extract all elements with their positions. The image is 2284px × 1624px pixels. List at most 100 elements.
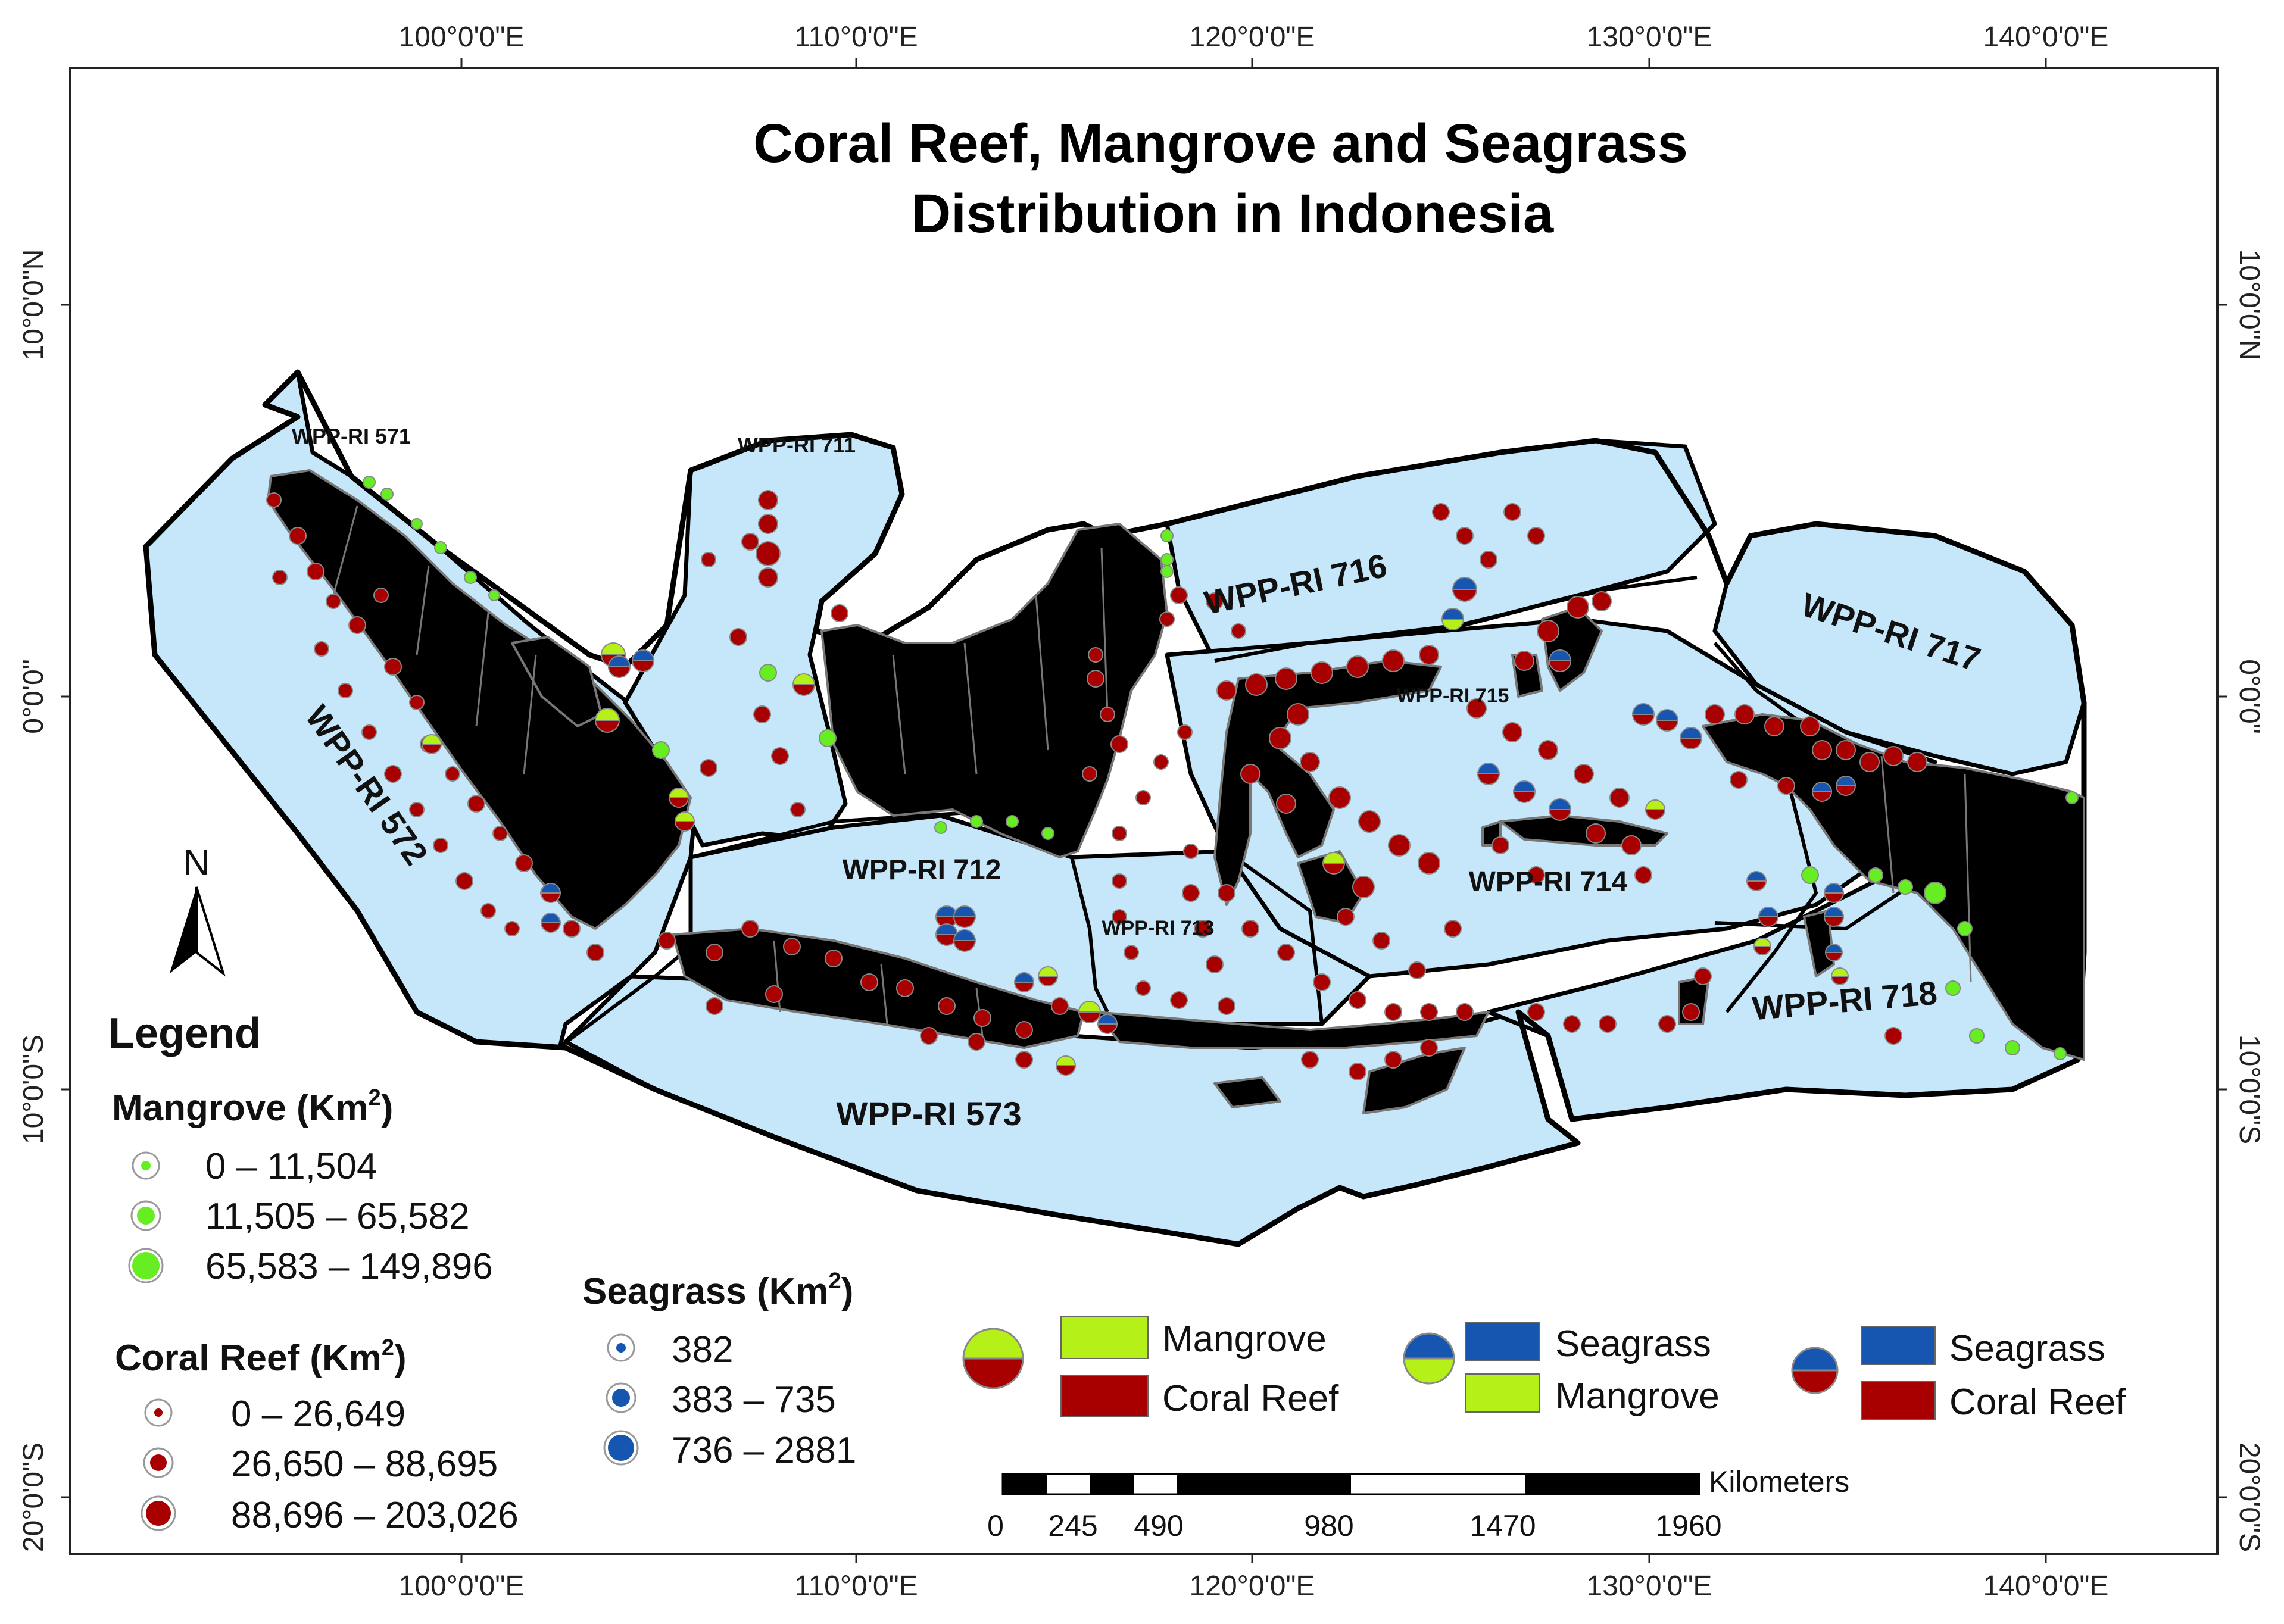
distribution-symbol: [1037, 966, 1059, 986]
bottom-longitude-axis: 100°0'0"E 110°0'0"E 120°0'0"E 130°0'0"E …: [399, 1570, 2109, 1602]
lat-label-0: 0°0'0": [18, 659, 49, 733]
distribution-symbol: [819, 729, 837, 747]
distribution-symbol: [1420, 1003, 1438, 1021]
distribution-symbol: [741, 533, 759, 551]
distribution-symbol: [758, 514, 778, 534]
distribution-symbol: [658, 932, 676, 950]
distribution-symbol: [289, 527, 307, 545]
pie-symbols: [266, 476, 2079, 1080]
pie-key-mangrove-coral: Mangrove Coral Reef: [962, 1316, 1339, 1419]
distribution-symbol: [1655, 709, 1679, 732]
distribution-symbol: [314, 641, 329, 657]
lat-label-10s: 10°0'0"S: [18, 1035, 49, 1144]
distribution-symbol: [266, 492, 282, 508]
distribution-symbol: [1969, 1028, 1985, 1044]
distribution-symbol: [825, 950, 843, 967]
distribution-symbol: [1823, 907, 1845, 927]
distribution-symbol: [1634, 866, 1652, 884]
distribution-symbol: [1859, 752, 1880, 772]
distribution-symbol: [1418, 852, 1440, 875]
distribution-symbol: [409, 802, 425, 817]
lon-label-110-bottom: 110°0'0"E: [794, 1570, 918, 1602]
distribution-symbol: [1456, 1003, 1474, 1021]
distribution-symbol: [1218, 884, 1235, 902]
distribution-symbol: [2065, 791, 2079, 804]
lon-label-140: 140°0'0"E: [1983, 21, 2109, 53]
distribution-symbol: [1621, 835, 1642, 855]
legend-title: Legend: [108, 1010, 261, 1057]
distribution-symbol: [373, 588, 389, 603]
distribution-symbol: [860, 973, 878, 991]
distribution-symbol: [480, 903, 496, 919]
distribution-symbol: [1382, 649, 1405, 672]
distribution-symbol: [1574, 764, 1594, 784]
lon-label-100: 100°0'0"E: [399, 21, 525, 53]
distribution-symbol: [1441, 608, 1465, 630]
distribution-symbol: [326, 594, 341, 609]
distribution-symbol: [348, 616, 366, 634]
distribution-symbol: [1898, 879, 1913, 895]
zone-label-714: WPP-RI 714: [1469, 866, 1628, 898]
distribution-symbol: [421, 734, 442, 754]
key-label-seagrass: Seagrass: [1555, 1323, 1711, 1364]
distribution-symbol: [1183, 844, 1199, 859]
distribution-symbol: [973, 1009, 991, 1027]
key-swatch-seagrass: [1465, 1322, 1540, 1361]
distribution-symbol: [1349, 1063, 1366, 1080]
distribution-symbol: [1883, 746, 1904, 766]
distribution-symbol: [1746, 871, 1767, 891]
distribution-symbol: [1170, 586, 1188, 604]
map-title-line2: Distribution in Indonesia: [912, 183, 1554, 244]
distribution-symbol: [272, 570, 288, 585]
distribution-symbol: [488, 589, 500, 601]
distribution-symbol: [1275, 667, 1297, 690]
land-kalimantan: [820, 523, 1168, 858]
distribution-symbol: [363, 476, 376, 489]
distribution-symbol: [1097, 1014, 1118, 1034]
distribution-symbol: [1135, 790, 1151, 805]
key-swatch-coral: [1060, 1375, 1149, 1417]
lon-label-120-bottom: 120°0'0"E: [1190, 1570, 1315, 1602]
distribution-symbol: [1346, 655, 1369, 678]
distribution-symbol: [504, 921, 520, 936]
lon-label-130-bottom: 130°0'0"E: [1587, 1570, 1712, 1602]
distribution-symbol: [1527, 527, 1545, 545]
distribution-symbol: [1160, 529, 1174, 542]
distribution-symbol: [1538, 740, 1558, 760]
zone-label-715: WPP-RI 715: [1397, 685, 1509, 707]
distribution-symbol: [492, 826, 508, 841]
legend-coral-class-2: 26,650 – 88,695: [231, 1444, 498, 1485]
scale-tick-0: 0: [987, 1509, 1004, 1542]
frame-ticks: [61, 58, 2227, 1563]
distribution-symbol: [1631, 703, 1655, 726]
distribution-symbol: [1349, 991, 1366, 1009]
distribution-symbol: [455, 872, 473, 890]
distribution-symbol: [361, 724, 377, 740]
distribution-symbol: [1055, 1055, 1077, 1076]
distribution-symbol: [1592, 591, 1612, 611]
land-sulawesi: [1213, 660, 1442, 906]
top-longitude-axis: 100°0'0"E 110°0'0"E 120°0'0"E 130°0'0"E …: [399, 21, 2109, 53]
distribution-symbol: [1753, 938, 1772, 955]
distribution-symbol: [790, 802, 806, 817]
distribution-symbol: [1006, 815, 1019, 828]
distribution-symbol: [1135, 980, 1151, 996]
distribution-symbol: [1231, 623, 1246, 639]
distribution-symbol: [831, 604, 848, 622]
distribution-symbol: [674, 811, 695, 832]
distribution-symbol: [1811, 782, 1833, 802]
distribution-symbol: [765, 985, 783, 1003]
distribution-symbol: [1777, 777, 1795, 795]
distribution-symbol: [1160, 553, 1174, 566]
lon-label-140-bottom: 140°0'0"E: [1983, 1570, 2109, 1602]
key-swatch-mangrove-2: [1465, 1373, 1540, 1413]
distribution-symbol: [1452, 577, 1478, 602]
distribution-symbol: [1301, 1051, 1319, 1069]
legend-coral-title: Coral Reef (Km2): [115, 1335, 407, 1379]
left-latitude-axis: 10°0'0"N 0°0'0" 10°0'0"S 20°0'0"S: [18, 249, 49, 1553]
distribution-symbol: [1492, 836, 1509, 854]
distribution-symbol: [1444, 920, 1462, 938]
lat-label-0-right: 0°0'0": [2233, 659, 2265, 733]
distribution-symbol: [1110, 735, 1128, 753]
distribution-symbol: [729, 628, 747, 646]
